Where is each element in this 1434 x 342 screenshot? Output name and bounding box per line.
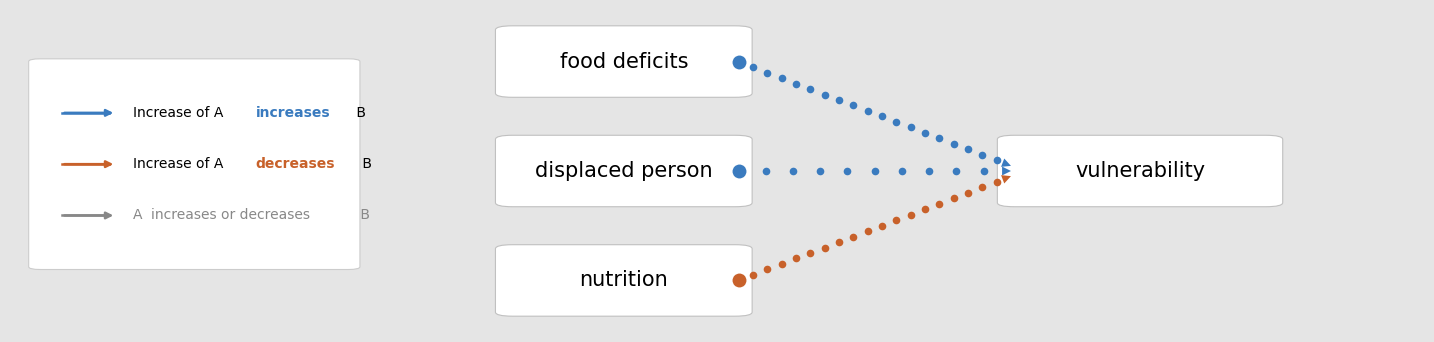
Text: vulnerability: vulnerability — [1076, 161, 1205, 181]
Text: increases or decreases: increases or decreases — [151, 209, 310, 222]
Text: increases: increases — [255, 106, 330, 120]
Text: decreases: decreases — [255, 157, 336, 171]
FancyBboxPatch shape — [29, 59, 360, 269]
FancyBboxPatch shape — [998, 135, 1282, 207]
FancyBboxPatch shape — [496, 26, 751, 97]
Text: food deficits: food deficits — [559, 52, 688, 71]
FancyBboxPatch shape — [496, 135, 751, 207]
Text: Increase of A: Increase of A — [133, 157, 228, 171]
Text: B: B — [358, 157, 373, 171]
FancyBboxPatch shape — [496, 245, 751, 316]
Text: Increase of A: Increase of A — [133, 106, 228, 120]
Text: B: B — [357, 209, 370, 222]
Text: nutrition: nutrition — [579, 271, 668, 290]
Text: B: B — [351, 106, 366, 120]
Text: A: A — [133, 209, 148, 222]
Text: displaced person: displaced person — [535, 161, 713, 181]
